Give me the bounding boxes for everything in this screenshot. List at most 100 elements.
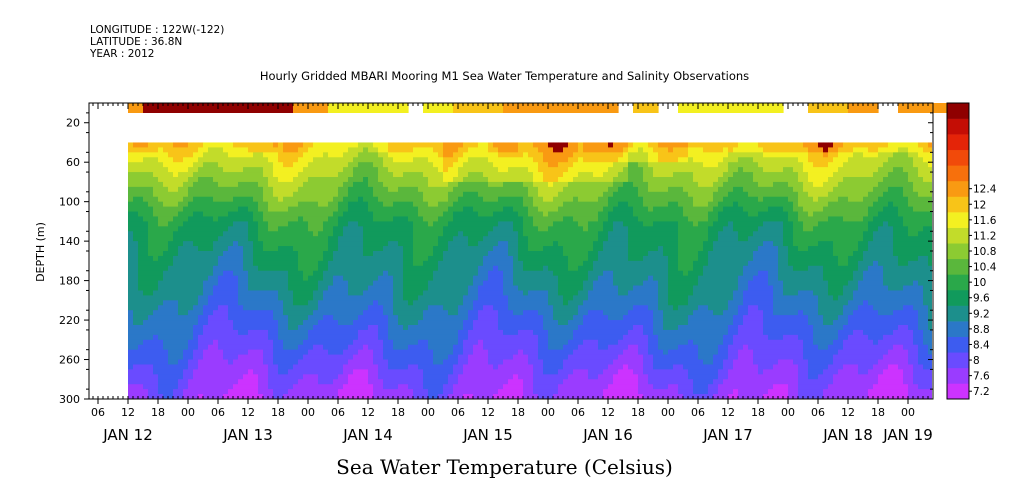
heat-cell xyxy=(403,157,409,163)
heat-cell xyxy=(593,364,599,370)
heat-cell xyxy=(398,315,404,321)
heat-cell xyxy=(308,349,314,356)
heat-cell xyxy=(563,379,569,385)
heat-cell xyxy=(138,285,144,292)
heat-cell xyxy=(143,167,149,173)
heat-cell xyxy=(543,339,549,346)
heat-cell xyxy=(433,285,439,292)
heat-cell xyxy=(288,177,294,183)
heat-cell xyxy=(138,152,144,158)
heat-cell xyxy=(153,339,159,346)
heat-cell xyxy=(313,344,319,351)
heat-cell xyxy=(248,172,254,178)
heat-cell xyxy=(293,349,299,356)
heat-cell xyxy=(533,329,539,336)
heat-cell xyxy=(433,344,439,351)
heat-cell xyxy=(428,186,434,193)
heat-cell xyxy=(298,339,304,346)
heat-cell xyxy=(353,251,359,257)
heat-cell xyxy=(443,349,449,356)
heat-cell xyxy=(473,374,479,380)
heat-cell xyxy=(433,394,439,399)
heat-cell xyxy=(263,374,269,380)
heat-cell xyxy=(383,201,389,208)
heat-cell xyxy=(178,265,184,272)
heat-cell xyxy=(543,191,549,198)
heat-cell xyxy=(453,339,459,346)
heat-cell xyxy=(473,295,479,301)
heat-cell xyxy=(413,241,419,247)
heat-cell xyxy=(223,201,229,208)
heat-cell xyxy=(538,334,544,341)
heat-cell xyxy=(203,344,209,351)
heat-cell xyxy=(463,329,469,336)
heat-cell xyxy=(368,339,374,346)
heat-cell xyxy=(573,251,579,257)
heat-cell xyxy=(443,152,449,158)
heat-cell xyxy=(373,172,379,178)
heat-cell xyxy=(593,320,599,326)
heat-cell xyxy=(603,305,609,311)
heat-cell xyxy=(218,280,224,287)
heat-cell xyxy=(178,241,184,247)
heat-cell xyxy=(383,211,389,218)
heat-cell xyxy=(523,369,529,375)
heat-cell xyxy=(433,162,439,168)
heat-cell xyxy=(188,221,194,227)
heat-cell xyxy=(133,246,139,252)
heat-cell xyxy=(313,394,319,399)
heat-cell xyxy=(153,260,159,267)
heat-cell xyxy=(423,334,429,341)
heat-cell xyxy=(378,241,384,247)
heat-cell xyxy=(543,186,549,193)
heat-cell xyxy=(458,236,464,242)
heat-cell xyxy=(338,226,344,232)
heat-cell xyxy=(288,246,294,252)
heat-cell xyxy=(168,364,174,370)
heat-cell xyxy=(393,201,399,208)
heat-cell xyxy=(483,167,489,173)
heat-cell xyxy=(133,162,139,168)
heat-cell xyxy=(533,181,539,188)
heat-cell xyxy=(568,305,574,311)
heat-cell xyxy=(343,201,349,208)
heat-cell xyxy=(258,251,264,257)
heat-cell xyxy=(193,329,199,336)
heat-cell xyxy=(533,211,539,218)
heat-cell xyxy=(138,162,144,168)
heat-cell xyxy=(443,236,449,242)
heat-cell xyxy=(393,295,399,301)
heat-cell xyxy=(443,384,449,390)
heat-cell xyxy=(178,334,184,341)
heat-cell xyxy=(328,384,334,390)
heat-cell xyxy=(293,384,299,390)
heat-cell xyxy=(478,255,484,262)
heat-cell xyxy=(138,147,144,153)
heat-cell xyxy=(518,172,524,178)
heat-cell xyxy=(243,275,249,282)
heat-cell xyxy=(463,339,469,346)
heat-cell xyxy=(403,344,409,351)
heat-cell xyxy=(498,275,504,282)
heat-cell xyxy=(213,162,219,168)
heat-cell xyxy=(583,152,589,158)
heat-cell xyxy=(128,344,134,351)
heat-cell xyxy=(273,251,279,257)
heat-cell xyxy=(553,310,559,316)
heat-cell xyxy=(363,305,369,311)
heat-cell xyxy=(338,147,344,153)
heat-cell xyxy=(548,172,554,178)
heat-cell xyxy=(598,260,604,267)
heat-cell xyxy=(173,172,179,178)
heat-cell xyxy=(323,152,329,158)
heat-cell xyxy=(233,221,239,227)
heat-cell xyxy=(163,211,169,218)
heat-cell xyxy=(553,394,559,399)
heat-cell xyxy=(158,162,164,168)
heat-cell xyxy=(428,162,434,168)
heat-cell xyxy=(333,246,339,252)
heat-cell xyxy=(278,359,284,366)
heat-cell xyxy=(583,221,589,227)
heat-cell xyxy=(153,359,159,366)
heat-cell xyxy=(343,152,349,158)
